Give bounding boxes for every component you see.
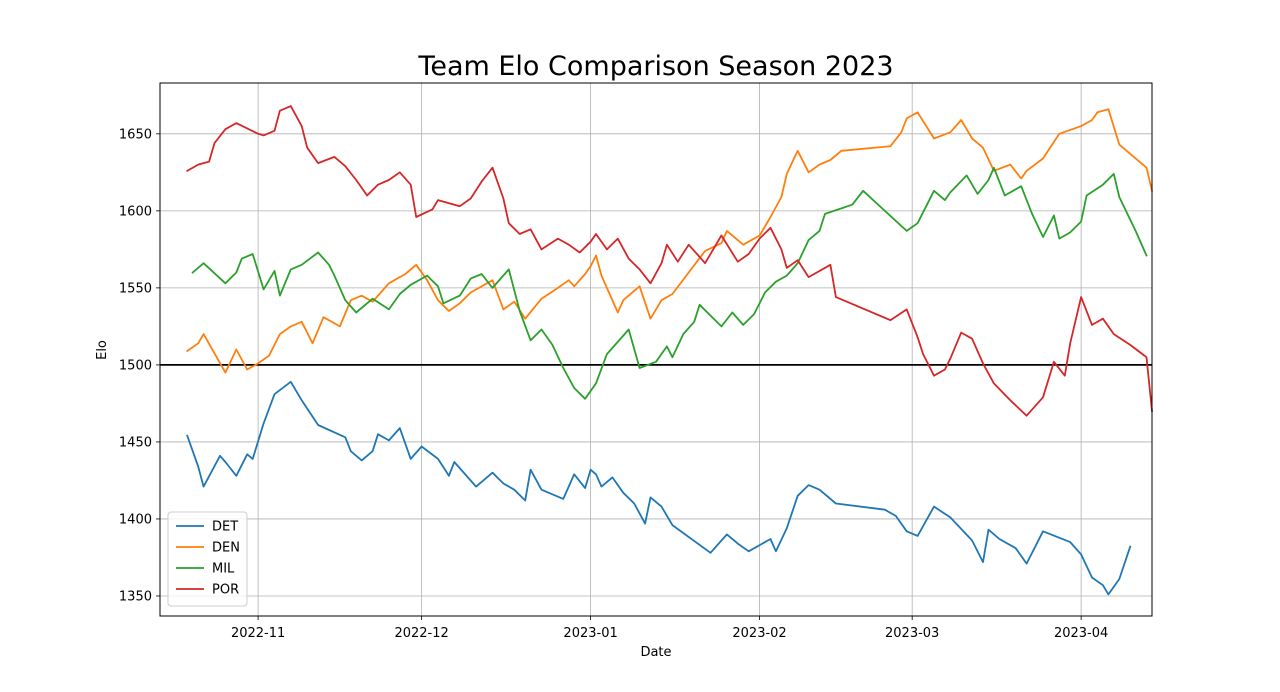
- series-line-det: [186, 380, 1132, 596]
- series-group: [186, 105, 1154, 596]
- legend: DET DEN MIL POR: [167, 511, 248, 607]
- y-tick-label: 1500: [119, 358, 152, 373]
- y-tick-label: 1650: [119, 127, 152, 142]
- y-axis: 1350 1400 1450 1500 1550 1600 1650: [119, 127, 160, 604]
- chart-title: Team Elo Comparison Season 2023: [417, 51, 893, 82]
- legend-label-mil: MIL: [212, 562, 235, 577]
- y-axis-label: Elo: [95, 340, 110, 360]
- y-tick-label: 1450: [119, 435, 152, 450]
- series-line-mil: [191, 166, 1148, 400]
- y-tick-label: 1550: [119, 281, 152, 296]
- legend-label-den: DEN: [212, 541, 240, 556]
- x-axis-label: Date: [640, 645, 671, 660]
- x-tick-label: 2022-11: [231, 626, 285, 641]
- y-tick-label: 1350: [119, 589, 152, 604]
- x-tick-label: 2023-03: [885, 626, 939, 641]
- legend-label-por: POR: [212, 583, 239, 598]
- y-tick-label: 1600: [119, 204, 152, 219]
- x-axis: 2022-11 2022-12 2023-01 2023-02 2023-03 2023-…: [231, 616, 1108, 641]
- legend-box: [167, 511, 248, 607]
- x-tick-label: 2023-02: [732, 626, 786, 641]
- legend-label-det: DET: [212, 520, 238, 535]
- x-tick-label: 2022-12: [394, 626, 448, 641]
- series-line-por: [186, 105, 1153, 417]
- y-tick-label: 1400: [119, 512, 152, 527]
- x-tick-label: 2023-01: [563, 626, 617, 641]
- plot-area-frame: [159, 82, 1153, 617]
- x-tick-label: 2023-04: [1054, 626, 1108, 641]
- series-line-den: [186, 108, 1154, 374]
